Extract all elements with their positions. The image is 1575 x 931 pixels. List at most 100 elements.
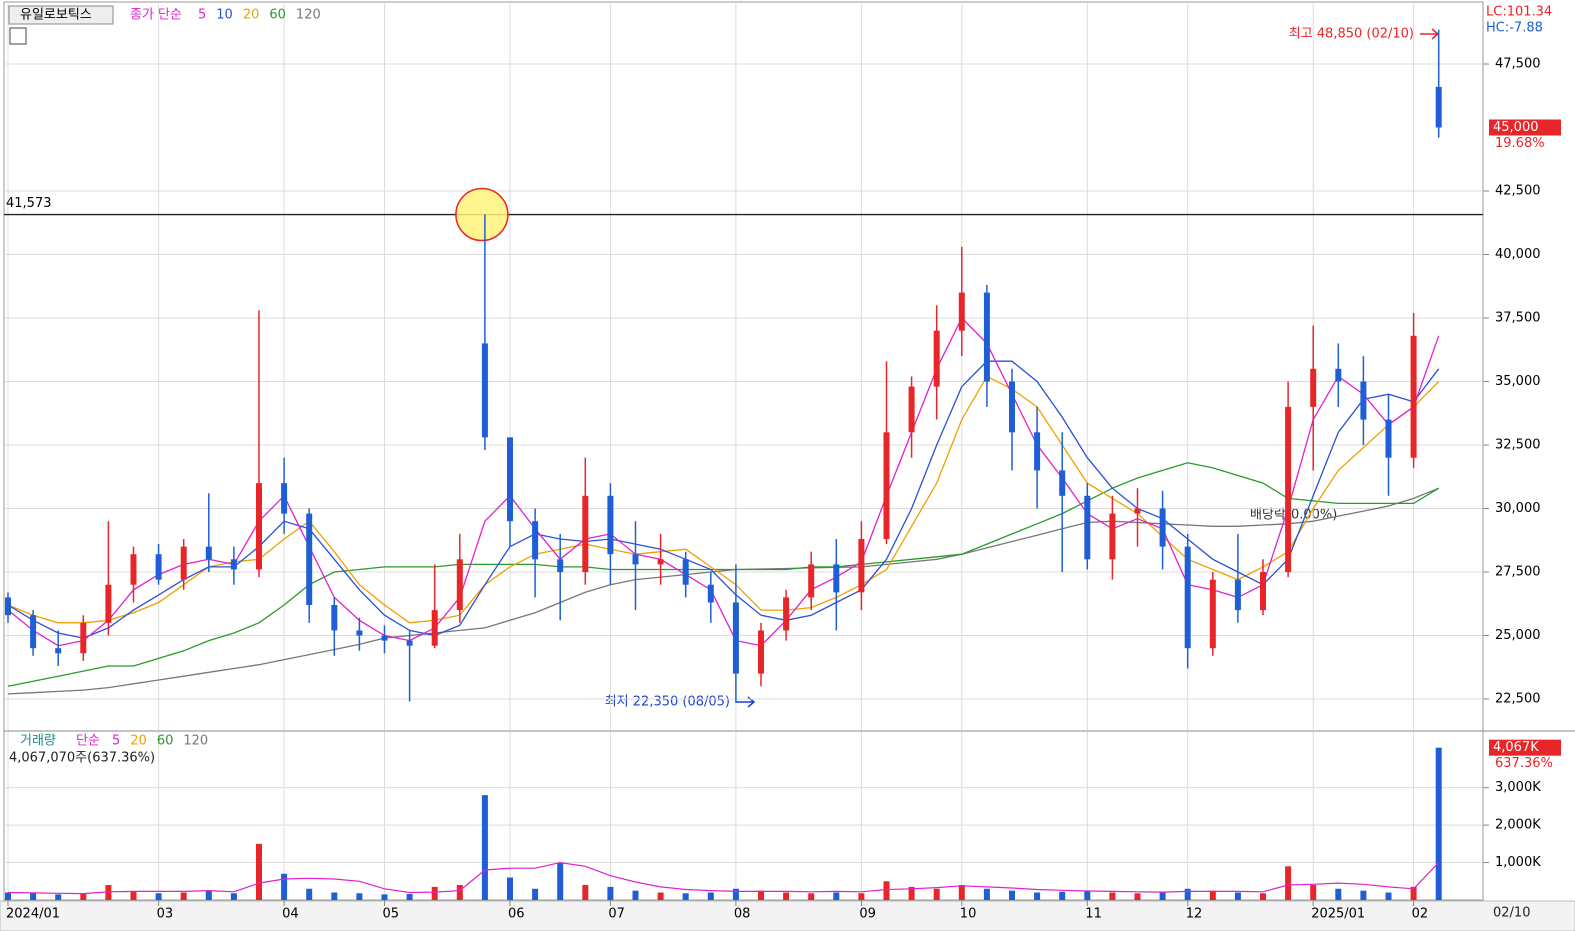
volume-bar	[607, 886, 614, 900]
volume-bar	[858, 893, 865, 900]
volume-bar	[406, 894, 413, 900]
y-tick-label: 1,000K	[1495, 855, 1541, 870]
volume-bar	[281, 873, 288, 900]
x-tick-label: 02	[1412, 907, 1429, 922]
volume-bar	[582, 885, 589, 900]
volume-title: 거래량	[20, 734, 56, 749]
x-tick-label: 2024/01	[6, 907, 60, 922]
volume-bar	[80, 894, 87, 900]
candle-body	[1084, 495, 1091, 560]
volume-bar	[1034, 892, 1041, 900]
volume-bar	[331, 892, 338, 900]
candle-body	[1059, 470, 1066, 496]
volume-bar	[1134, 893, 1141, 900]
volume-bar	[105, 885, 112, 900]
highlight-circle	[455, 187, 509, 242]
volume-bar	[456, 885, 463, 900]
candle-body	[1360, 381, 1367, 420]
volume-bar	[5, 892, 11, 900]
candle-body	[356, 630, 363, 636]
ma-line	[7, 375, 1440, 624]
volume-bar	[1159, 892, 1166, 900]
candle-body	[758, 630, 764, 674]
volume-bar	[1084, 890, 1091, 900]
candle-body	[1234, 579, 1241, 611]
candle-body	[406, 640, 413, 646]
candle-body	[1435, 86, 1442, 128]
y-tick-label: 3,000K	[1495, 780, 1541, 795]
x-tick-label: 04	[282, 907, 299, 922]
candle-body	[1260, 572, 1266, 611]
volume-bar	[908, 886, 915, 900]
volume-bar	[356, 893, 363, 900]
volume-bar	[1209, 890, 1216, 900]
title-box	[8, 5, 114, 25]
candle-body	[105, 584, 112, 623]
lc-label: LC:101.34	[1486, 5, 1552, 20]
legend-entry: 120	[296, 8, 321, 23]
volume-bar	[707, 892, 714, 900]
max-annotation: 최고 48,850 (02/10)	[1289, 27, 1414, 42]
y-tick-label: 47,500	[1495, 57, 1541, 72]
x-tick-label: 06	[508, 907, 525, 922]
candle-body	[983, 292, 990, 382]
volume-bar	[155, 893, 162, 900]
candle-body	[707, 584, 714, 603]
reference-label: 41,573	[6, 196, 52, 211]
candle-body	[130, 554, 137, 585]
candle-body	[1034, 432, 1041, 471]
ma-line	[7, 360, 1440, 639]
y-tick-label: 22,500	[1495, 692, 1541, 707]
candle-body	[507, 437, 513, 522]
volume-bar	[883, 881, 890, 900]
volume-bar	[1285, 866, 1292, 900]
candle-body	[808, 564, 815, 598]
candle-body	[682, 559, 689, 585]
candle-body	[908, 386, 915, 433]
candle-body	[306, 513, 313, 606]
x-tick-label: 05	[383, 907, 400, 922]
volume-bar	[180, 892, 187, 900]
volume-bar	[1410, 886, 1417, 900]
candle-body	[5, 597, 11, 616]
volume-bar	[532, 888, 539, 900]
volume-bar	[230, 893, 237, 900]
grid-icon[interactable]	[9, 27, 27, 45]
volume-bar	[682, 893, 689, 900]
volume-bar	[758, 890, 764, 900]
last-price-label: 45,000	[1493, 120, 1539, 135]
candle-body	[1209, 579, 1216, 649]
y-tick-label: 27,500	[1495, 565, 1541, 580]
volume-bar	[507, 877, 513, 900]
volume-bar	[983, 888, 990, 900]
y-tick-label: 2,000K	[1495, 818, 1541, 833]
candle-body	[431, 610, 438, 646]
candle-body	[557, 559, 564, 573]
volume-bar	[1059, 891, 1066, 900]
candle-body	[1335, 368, 1342, 382]
volume-bar	[557, 862, 564, 900]
legend-entry: 5	[112, 734, 120, 749]
ma-line	[7, 487, 1439, 695]
volume-bar	[55, 894, 62, 900]
legend-entry: 20	[130, 734, 147, 749]
volume-bar	[481, 795, 488, 900]
candle-body	[657, 559, 664, 565]
candle-body	[30, 615, 37, 649]
legend-entry: 60	[269, 8, 286, 23]
y-tick-label: 42,500	[1495, 184, 1541, 199]
volume-bar	[1234, 892, 1241, 900]
volume-bar	[732, 888, 739, 900]
candle-body	[883, 432, 890, 539]
plot-border	[3, 1, 1484, 901]
x-tick-label: 07	[608, 907, 625, 922]
candle-body	[1285, 406, 1292, 573]
legend-entry: 5	[198, 8, 206, 23]
min-annotation: 최저 22,350 (08/05)	[605, 695, 730, 710]
x-tick-label: 12	[1186, 907, 1203, 922]
volume-bar	[431, 886, 438, 900]
legend-title: 종가 단순	[130, 8, 182, 23]
y-tick-label: 37,500	[1495, 311, 1541, 326]
legend-entry: 60	[157, 734, 174, 749]
